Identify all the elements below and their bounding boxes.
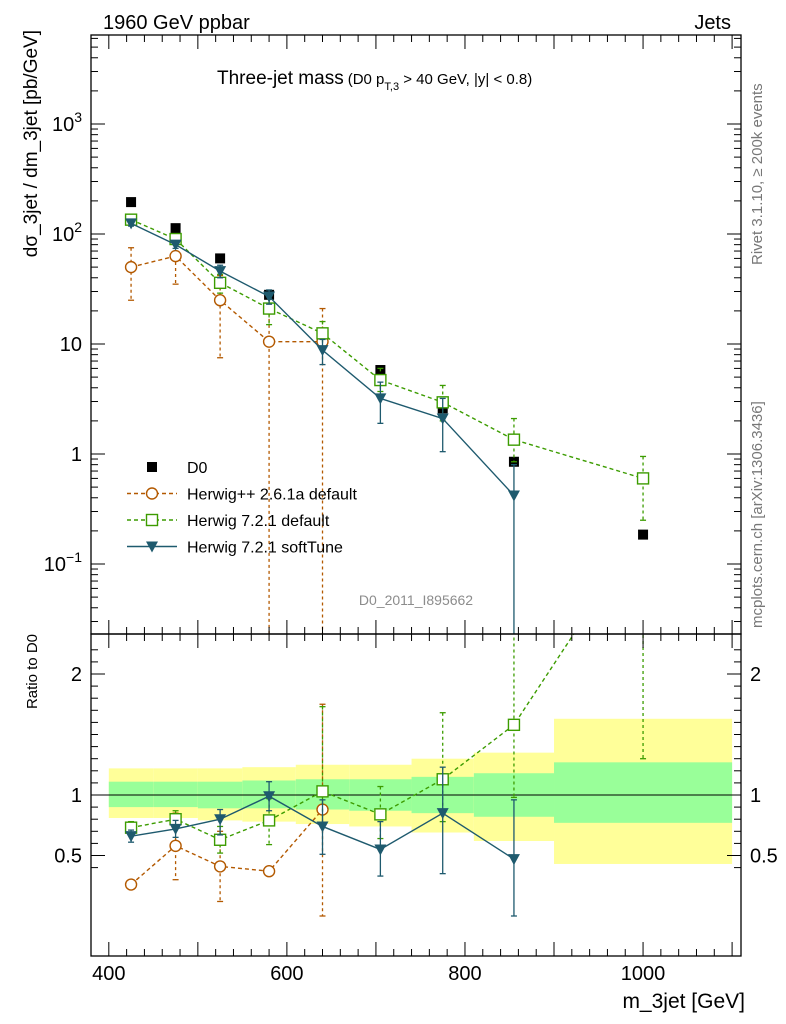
legend-label: Herwig++ 2.6.1a default [187, 487, 357, 504]
ratio-point-softtune [263, 791, 276, 803]
main-line-softtune [130, 222, 515, 496]
ratio-point-herwig721 [507, 718, 521, 732]
ratio-point-herwig721 [213, 833, 227, 846]
legend-item-softtune: Herwig 7.2.1 softTune [127, 540, 343, 557]
ratio-point-softtune [169, 823, 182, 835]
title-cut-suffix: > 40 GeV, |y| < 0.8) [399, 71, 532, 88]
main-point-softtune [374, 393, 387, 405]
main-point-herwigpp [124, 260, 138, 274]
legend-label: D0 [187, 460, 208, 477]
title-cut-prefix: (D0 p [348, 71, 385, 88]
ratio-point-softtune [436, 808, 449, 820]
ratio-point-herwigpp [262, 865, 276, 878]
main-series-herwigpp [124, 237, 329, 634]
x-tick-label: 800 [448, 963, 481, 985]
axes-layer: 400 600 800 1000 10−1 1 10 102 103 0.5 0.5 1 1 2 2 [44, 35, 778, 985]
legend-marker [145, 513, 159, 527]
main-point-softtune [507, 490, 520, 502]
y-tick-label: 1 [71, 444, 82, 466]
ratio-y-tick-label: 1 [71, 785, 82, 807]
band-inner [554, 762, 733, 823]
x-tick-label: 400 [92, 963, 125, 985]
legend-item-herwig721: Herwig 7.2.1 default [127, 513, 330, 530]
main-line-herwigpp [130, 255, 323, 343]
ratio-series-softtune [125, 766, 520, 917]
legend-item-data: D0 [147, 460, 208, 477]
legend: D0 Herwig++ 2.6.1a default Herwig 7.2.1 de… [127, 460, 357, 557]
legend-item-herwigpp: Herwig++ 2.6.1a default [127, 487, 357, 504]
y-tick-label: 103 [52, 109, 82, 136]
main-point-data [170, 223, 181, 234]
ratio-point-herwigpp [124, 878, 138, 891]
main-line-herwig721 [130, 219, 644, 480]
ratio-point-herwig721 [262, 814, 276, 827]
ratio-y-tick-label: 2 [71, 664, 82, 686]
ratio-y-axis-label: Ratio to D0 [24, 634, 41, 709]
legend-marker [147, 462, 157, 472]
main-point-data [126, 197, 137, 208]
main-series-layer [124, 197, 650, 634]
ratio-line-herwig721 [130, 634, 575, 841]
main-point-herwig721 [636, 472, 650, 485]
analysis-watermark: D0_2011_I895662 [359, 592, 473, 608]
ratio-y-tick-label-right: 2 [750, 664, 761, 686]
y-tick-label: 10 [60, 334, 82, 356]
ratio-y-tick-label-right: 1 [750, 785, 761, 807]
ratio-series-herwigpp [124, 703, 329, 917]
title-cut-sub: T,3 [384, 81, 399, 93]
ratio-point-herwigpp [213, 860, 227, 873]
header-right: Jets [694, 12, 731, 34]
y-tick-label: 10−1 [44, 549, 82, 576]
legend-label: Herwig 7.2.1 default [187, 513, 330, 530]
band-inner [108, 781, 154, 808]
main-point-herwigpp [213, 294, 227, 307]
ratio-point-softtune [214, 814, 227, 826]
ratio-point-softtune [125, 831, 138, 843]
ratio-point-softtune [507, 854, 520, 866]
main-point-herwig721 [213, 276, 227, 290]
main-point-softtune [169, 239, 182, 251]
ratio-y-tick-label-right: 0.5 [750, 846, 778, 868]
main-point-softtune [263, 291, 276, 303]
main-y-axis-label: dσ_3jet / dm_3jet [pb/GeV] [21, 30, 42, 257]
header-left: 1960 GeV ppbar [103, 12, 250, 34]
main-point-herwig721 [316, 327, 329, 340]
ratio-point-softtune [316, 821, 329, 833]
ratio-point-herwig721 [316, 785, 329, 798]
main-point-softtune [214, 266, 227, 278]
main-point-data [638, 529, 649, 540]
ratio-point-softtune [374, 844, 387, 856]
x-tick-label: 600 [270, 963, 303, 985]
main-point-herwigpp [262, 335, 276, 348]
title-main: Three-jet mass [217, 68, 344, 89]
main-point-herwig721 [507, 433, 521, 446]
ratio-line-softtune [130, 795, 515, 860]
main-series-softtune [125, 218, 520, 634]
main-point-softtune [436, 413, 449, 425]
legend-label: Herwig 7.2.1 softTune [187, 540, 343, 557]
main-point-softtune [316, 345, 329, 357]
x-axis-label: m_3jet [GeV] [622, 990, 745, 1013]
ratio-y-tick-label: 0.5 [54, 846, 82, 868]
main-point-herwigpp [169, 249, 182, 263]
rivet-label: Rivet 3.1.10, ≥ 200k events [749, 83, 766, 265]
ratio-point-herwigpp [169, 839, 182, 853]
ratio-series-layer [124, 634, 647, 917]
plot-title: Three-jet mass (D0 pT,3 > 40 GeV, |y| < 0… [217, 68, 532, 93]
ratio-point-herwig721 [374, 808, 387, 821]
legend-marker [146, 541, 158, 553]
x-tick-label: 1000 [621, 963, 666, 985]
band-inner [153, 781, 198, 808]
main-point-data [215, 253, 226, 264]
main-point-softtune [125, 218, 138, 230]
site-label: mcplots.cern.ch [arXiv:1306.3436] [749, 401, 766, 628]
legend-marker [145, 487, 159, 500]
y-tick-label: 102 [52, 219, 82, 246]
